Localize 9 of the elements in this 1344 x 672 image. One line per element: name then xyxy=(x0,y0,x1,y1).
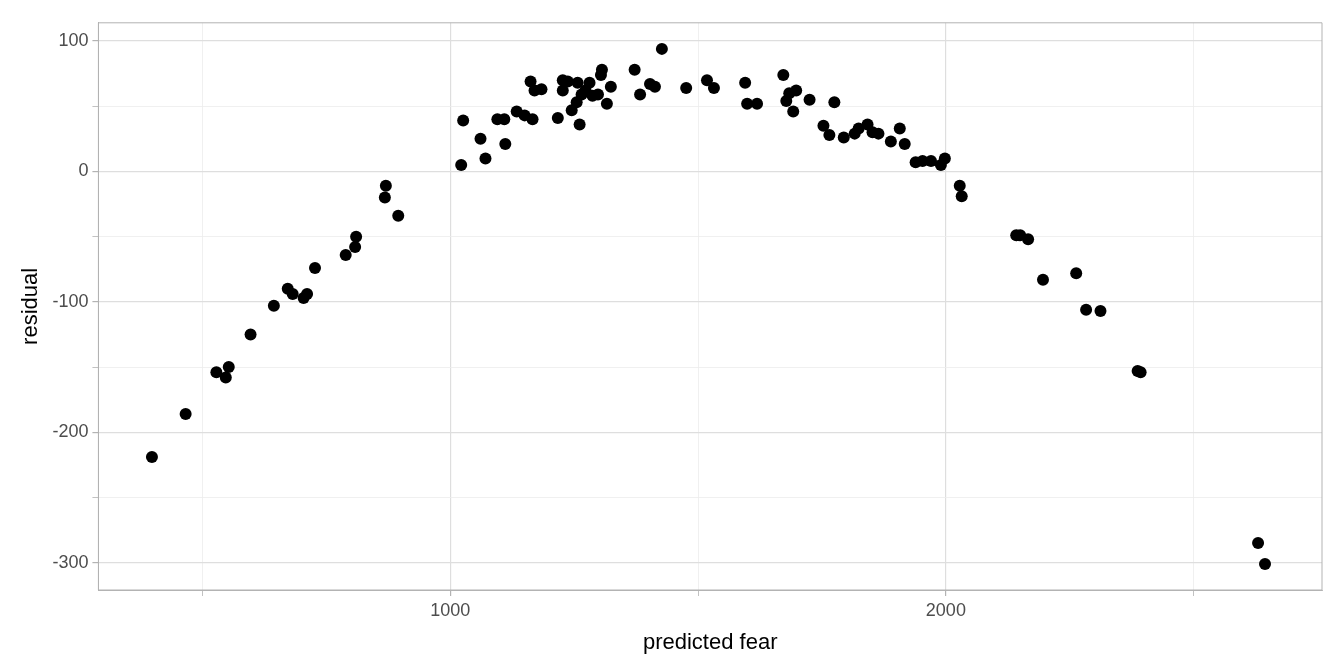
x-tick-label: 1000 xyxy=(430,599,471,620)
x-axis-title: predicted fear xyxy=(642,628,778,654)
y-tick-label: -200 xyxy=(52,421,89,442)
y-tick-label: 0 xyxy=(78,160,89,181)
y-tick-label: -300 xyxy=(52,551,89,572)
y-tick-label: 100 xyxy=(58,30,89,51)
y-axis-title: residual xyxy=(17,267,43,345)
y-tick-label: -100 xyxy=(52,290,89,311)
x-tick-label: 2000 xyxy=(925,599,966,620)
